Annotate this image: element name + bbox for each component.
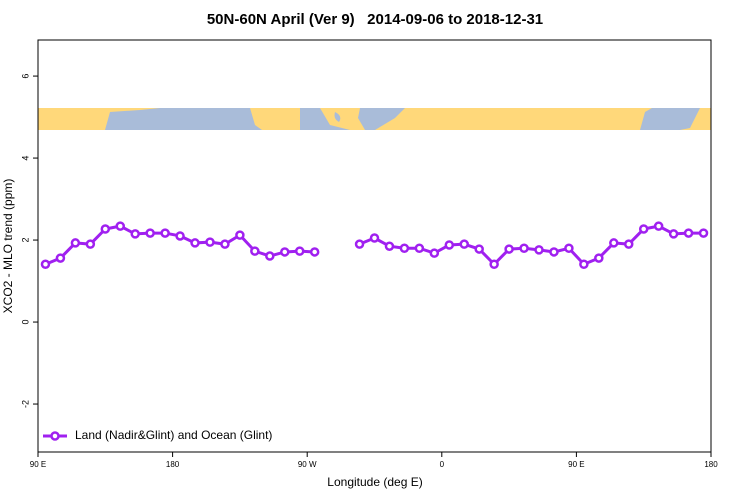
x-tick-label: 0 (440, 460, 445, 469)
point (205, 237, 215, 247)
point (354, 239, 365, 249)
legend-marker (50, 431, 60, 441)
point (489, 259, 499, 269)
point (414, 243, 425, 254)
point (115, 221, 126, 231)
point (683, 228, 694, 238)
y-tick-label: -2 (20, 400, 30, 408)
point (638, 224, 649, 234)
point (369, 233, 380, 243)
legend-label: Land (Nadir&Glint) and Ocean (Glint) (75, 428, 272, 442)
y-tick-label: 0 (20, 320, 30, 325)
map-strip (38, 108, 711, 130)
point (609, 238, 619, 248)
point (549, 247, 559, 257)
chart-title: 50N-60N April (Ver 9) 2014-09-06 to 2018… (207, 11, 543, 28)
point (100, 224, 111, 234)
plot-frame (37, 39, 712, 453)
point (309, 247, 320, 257)
point (459, 239, 469, 249)
point (429, 248, 440, 258)
point (579, 259, 589, 269)
series-line (44, 224, 704, 267)
point (70, 238, 81, 248)
point (444, 240, 455, 250)
x-tick-label: 180 (166, 460, 180, 469)
point (235, 230, 245, 240)
point (519, 243, 529, 254)
point (145, 228, 155, 238)
x-tick-label: 180 (704, 460, 718, 469)
point (265, 251, 275, 261)
point (130, 229, 140, 239)
point (250, 246, 260, 256)
x-tick-label: 90 W (298, 460, 317, 469)
point (175, 231, 185, 241)
x-tick-label: 90 E (568, 460, 584, 469)
point (534, 245, 544, 255)
point (384, 241, 395, 251)
point (594, 253, 604, 263)
y-axis-title: XCO2 - MLO trend (ppm) (1, 179, 15, 314)
point (474, 244, 484, 254)
point (623, 239, 634, 249)
point (504, 244, 514, 254)
y-tick-label: 4 (20, 156, 30, 161)
point (668, 229, 679, 239)
x-tick-label: 90 E (30, 460, 46, 469)
point (564, 243, 574, 254)
point (160, 228, 170, 238)
point (190, 238, 200, 248)
point (280, 247, 290, 257)
point (698, 228, 709, 238)
point (55, 253, 66, 263)
point (40, 259, 51, 269)
y-tick-label: 6 (20, 74, 30, 79)
point (653, 221, 664, 231)
point (399, 243, 410, 254)
point (220, 239, 230, 249)
point (294, 246, 305, 256)
x-axis-title: Longitude (deg E) (327, 475, 422, 489)
y-tick-label: 2 (20, 238, 30, 243)
point (85, 239, 96, 249)
